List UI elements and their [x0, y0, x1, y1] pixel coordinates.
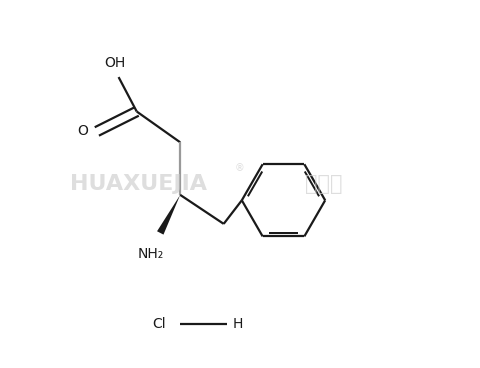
Text: 化学加: 化学加 — [305, 174, 342, 194]
Text: HUAXUEJIA: HUAXUEJIA — [70, 174, 207, 194]
Polygon shape — [157, 195, 180, 235]
Text: O: O — [77, 124, 88, 138]
Text: H: H — [233, 316, 243, 330]
Text: NH₂: NH₂ — [138, 247, 164, 261]
Text: OH: OH — [104, 56, 126, 70]
Text: ®: ® — [235, 163, 245, 173]
Text: Cl: Cl — [152, 316, 166, 330]
